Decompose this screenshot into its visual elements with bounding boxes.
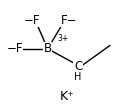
Text: K⁺: K⁺	[60, 90, 75, 103]
Text: −F: −F	[6, 42, 23, 55]
Text: −F: −F	[23, 14, 40, 27]
Text: H: H	[74, 72, 82, 82]
Text: B: B	[44, 42, 52, 55]
Text: 3+: 3+	[57, 34, 68, 44]
Text: C: C	[74, 60, 82, 73]
Text: F−: F−	[61, 14, 77, 27]
